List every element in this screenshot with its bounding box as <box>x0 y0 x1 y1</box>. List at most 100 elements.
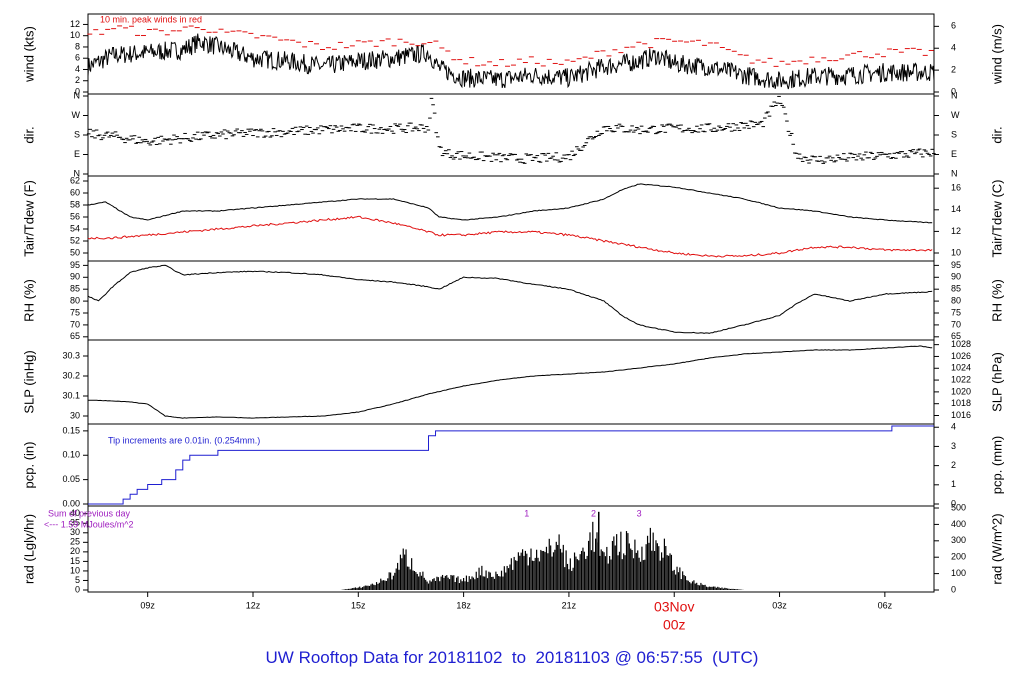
right-tick-label: 65 <box>951 331 961 341</box>
right-tick-label: 100 <box>951 568 966 578</box>
right-tick-label: 300 <box>951 535 966 545</box>
ylabel-left: SLP (inHg) <box>21 350 36 413</box>
left-tick-label: 0.00 <box>62 498 80 508</box>
x-tick-label: 18z <box>456 600 471 610</box>
right-tick-label: 12 <box>951 226 961 236</box>
series-tdew <box>87 215 933 258</box>
x-tick-label: 21z <box>562 600 577 610</box>
left-tick-label: 85 <box>70 284 80 294</box>
left-tick-label: 56 <box>70 211 80 221</box>
left-tick-label: 0 <box>75 86 80 96</box>
right-tick-label: 90 <box>951 272 961 282</box>
left-tick-label: 30 <box>70 410 80 420</box>
x-date-label: 03Nov <box>654 599 694 615</box>
right-tick-label: 1020 <box>951 386 971 396</box>
ylabel-right: RH (%) <box>989 279 1004 322</box>
annotation-sum-previous-day: Sum of previous day <box>48 508 131 518</box>
left-tick-label: 52 <box>70 235 80 245</box>
right-tick-label: 95 <box>951 260 961 270</box>
right-tick-label: 0 <box>951 584 956 594</box>
left-tick-label: N <box>74 168 81 178</box>
right-tick-label: 1022 <box>951 374 971 384</box>
ylabel-right: rad (W/m^2) <box>989 513 1004 584</box>
right-tick-label: 400 <box>951 519 966 529</box>
left-tick-label: 70 <box>70 319 80 329</box>
x-tick-label: 09z <box>140 600 155 610</box>
right-tick-label: 10 <box>951 247 961 257</box>
x-tick-label: 15z <box>351 600 366 610</box>
ylabel-left: dir. <box>21 126 36 143</box>
left-tick-label: 5 <box>75 575 80 585</box>
right-tick-label: 14 <box>951 204 961 214</box>
left-tick-label: 10 <box>70 565 80 575</box>
right-tick-label: 16 <box>951 183 961 193</box>
right-tick-label: 80 <box>951 295 961 305</box>
left-tick-label: 35 <box>70 518 80 528</box>
right-tick-label: 1024 <box>951 363 971 373</box>
ylabel-left: Tair/Tdew (F) <box>21 180 36 257</box>
right-tick-label: 1026 <box>951 351 971 361</box>
ylabel-left: rad (Lgly/hr) <box>21 514 36 584</box>
left-tick-label: 0.10 <box>62 450 80 460</box>
x-tick-label: 03z <box>772 600 787 610</box>
ylabel-right: Tair/Tdew (C) <box>989 179 1004 257</box>
right-tick-label: 70 <box>951 319 961 329</box>
annotation-tip-increments: Tip increments are 0.01in. (0.254mm.) <box>108 435 260 445</box>
right-tick-label: E <box>951 149 957 159</box>
chart-title: UW Rooftop Data for 20181102 to 20181103… <box>265 648 759 667</box>
left-tick-label: 0.15 <box>62 425 80 435</box>
left-tick-label: 2 <box>75 75 80 85</box>
right-tick-label: 1016 <box>951 410 971 420</box>
right-tick-label: 1018 <box>951 398 971 408</box>
x-tick-label: 06z <box>878 600 893 610</box>
left-tick-label: 6 <box>75 53 80 63</box>
panel-temp <box>83 175 939 262</box>
ylabel-right: SLP (hPa) <box>989 352 1004 412</box>
right-tick-label: 75 <box>951 307 961 317</box>
panel-wind <box>83 13 939 95</box>
left-tick-label: W <box>72 110 81 120</box>
x-time-label: 00z <box>663 617 686 633</box>
radiation-marker-label: 1 <box>524 508 529 518</box>
left-tick-label: 40 <box>70 508 80 518</box>
series-rh <box>87 264 933 334</box>
right-tick-label: 3 <box>951 441 956 451</box>
left-tick-label: 58 <box>70 199 80 209</box>
left-tick-label: 95 <box>70 260 80 270</box>
ylabel-left: wind (kts) <box>21 26 36 83</box>
left-tick-label: 8 <box>75 41 80 51</box>
series-precip <box>88 425 934 505</box>
right-tick-label: 2 <box>951 460 956 470</box>
left-tick-label: 0 <box>75 584 80 594</box>
left-tick-label: 62 <box>70 175 80 185</box>
left-tick-label: 20 <box>70 546 80 556</box>
right-tick-label: N <box>951 90 958 100</box>
ylabel-right: wind (m/s) <box>989 24 1004 85</box>
left-tick-label: 12 <box>70 19 80 29</box>
annotation-peak-winds: 10 min. peak winds in red <box>100 14 202 24</box>
left-tick-label: S <box>74 129 80 139</box>
ylabel-left: RH (%) <box>21 279 36 322</box>
right-tick-label: 2 <box>951 64 956 74</box>
radiation-marker-label: 3 <box>637 508 642 518</box>
left-tick-label: 65 <box>70 331 80 341</box>
left-tick-label: 30.3 <box>62 350 80 360</box>
left-tick-label: 15 <box>70 556 80 566</box>
left-tick-label: 30 <box>70 527 80 537</box>
left-tick-label: 80 <box>70 295 80 305</box>
left-tick-label: 60 <box>70 187 80 197</box>
right-tick-label: 500 <box>951 502 966 512</box>
series-wind <box>87 33 935 90</box>
x-tick-label: 12z <box>246 600 261 610</box>
right-tick-label: 4 <box>951 43 956 53</box>
left-tick-label: 30.2 <box>62 370 80 380</box>
ylabel-right: dir. <box>989 126 1004 143</box>
right-tick-label: 6 <box>951 21 956 31</box>
right-tick-label: 0 <box>951 498 956 508</box>
panel-rad <box>83 505 939 593</box>
annotation-mjoules: <--- 1.59 MJoules/m^2 <box>44 519 134 529</box>
left-tick-label: 90 <box>70 272 80 282</box>
left-tick-label: 54 <box>70 223 80 233</box>
left-tick-label: 10 <box>70 30 80 40</box>
